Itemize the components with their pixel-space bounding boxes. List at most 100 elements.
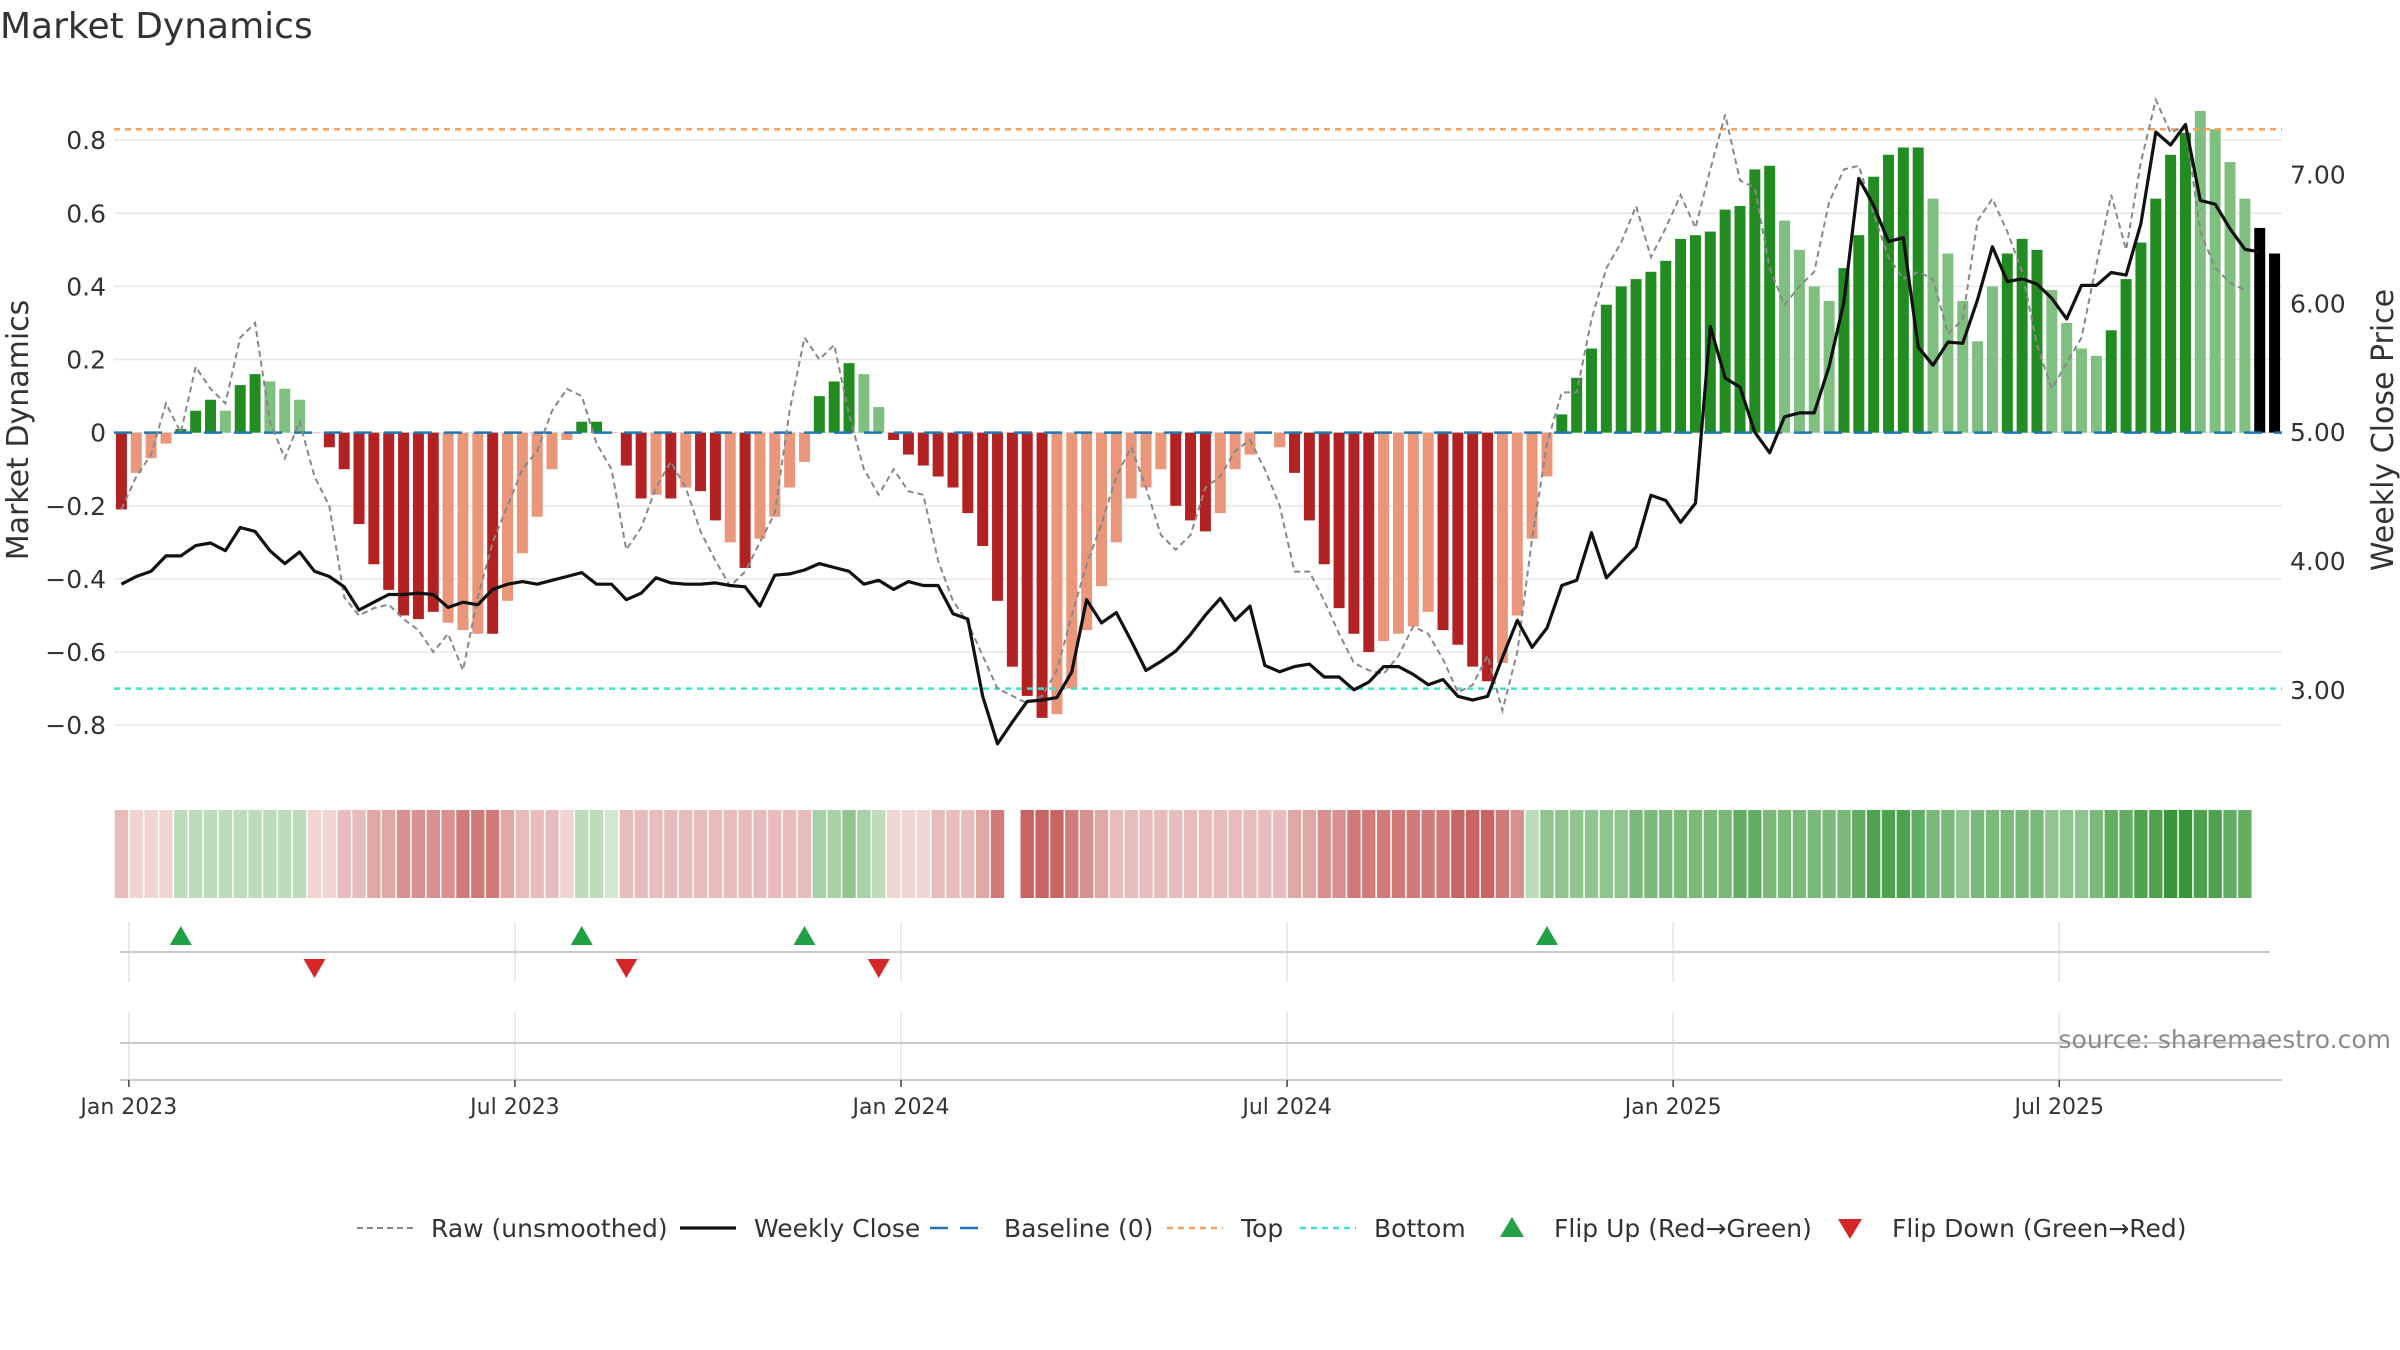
strip-cell: [411, 810, 426, 898]
bar: [2061, 322, 2073, 433]
strip-cell: [1139, 810, 1153, 898]
bar: [754, 432, 766, 539]
strip-cell: [1673, 810, 1688, 898]
bar: [1541, 432, 1553, 477]
strip-cell: [1584, 810, 1599, 898]
strip-cell: [1243, 810, 1257, 898]
strip-cell: [2178, 810, 2193, 898]
strip-cell: [1213, 810, 1227, 898]
strip-cell: [174, 810, 188, 898]
strip-cell: [768, 810, 782, 898]
strip-cell: [575, 810, 589, 898]
bar: [1348, 432, 1360, 634]
strip-cell: [1109, 810, 1124, 898]
strip-cell: [2000, 810, 2014, 898]
bar: [1392, 432, 1404, 634]
flip-up-marker: [793, 926, 816, 945]
bar: [635, 432, 647, 499]
bar: [2120, 279, 2132, 433]
bar: [798, 432, 810, 462]
strip-cell: [144, 810, 158, 898]
strip-cell: [1703, 810, 1717, 898]
bar: [1600, 304, 1612, 433]
strip-cell: [1866, 810, 1881, 898]
strip-cell: [1599, 810, 1614, 898]
strip-cell: [337, 810, 351, 898]
bar: [1185, 432, 1197, 521]
strip-cell: [2119, 810, 2133, 898]
strip-cell: [307, 810, 322, 898]
strip-cell: [233, 810, 247, 898]
bar: [695, 432, 707, 492]
bar: [1808, 286, 1820, 433]
strip-cell: [1154, 810, 1168, 898]
legend-label: Flip Up (Red→Green): [1554, 1214, 1812, 1243]
bar: [1289, 432, 1301, 473]
bar: [1882, 154, 1894, 433]
bar: [1868, 176, 1880, 433]
strip-cell: [2074, 810, 2089, 898]
bar: [2224, 162, 2236, 433]
bar: [2209, 129, 2221, 433]
strip-cell: [1718, 810, 1732, 898]
strip-cell: [2163, 810, 2178, 898]
x-tick-label: Jan 2023: [78, 1095, 177, 1120]
bar: [992, 432, 1004, 601]
flip-down-marker: [303, 959, 326, 978]
strip-cell: [1911, 810, 1925, 898]
x-tick-label: Jul 2023: [468, 1095, 560, 1120]
strip-cell: [738, 810, 752, 898]
bar: [784, 432, 796, 488]
bar: [769, 432, 781, 517]
bar: [2165, 154, 2177, 433]
bar: [2090, 355, 2102, 433]
strip-cell: [2223, 810, 2237, 898]
bar: [190, 410, 202, 433]
bar: [130, 432, 142, 473]
strip-cell: [1733, 810, 1747, 898]
strip-cell: [1985, 810, 2000, 898]
bar: [1422, 432, 1434, 612]
bar: [1734, 205, 1746, 433]
bar: [398, 432, 410, 616]
strip-cell: [1050, 810, 1064, 898]
bar: [2239, 198, 2251, 433]
strip-cell: [1896, 810, 1911, 898]
strip-cell: [1629, 810, 1643, 898]
bar: [888, 432, 900, 440]
bar: [219, 410, 231, 433]
strip-cell: [515, 810, 530, 898]
strip-cell: [2030, 810, 2044, 898]
strip-cell: [1822, 810, 1836, 898]
bar: [843, 363, 855, 433]
bar: [932, 432, 944, 477]
legend-label: Flip Down (Green→Red): [1892, 1214, 2187, 1243]
strip-cell: [1777, 810, 1792, 898]
y-tick-label: −0.2: [45, 492, 106, 521]
bar: [1986, 286, 1998, 433]
strip-cell: [634, 810, 648, 898]
bar: [115, 432, 127, 510]
bar: [2046, 290, 2058, 433]
legend-label: Raw (unsmoothed): [431, 1214, 668, 1243]
strip-cell: [114, 810, 129, 898]
strip-cell: [367, 810, 381, 898]
strip-cell: [872, 810, 886, 898]
strip-cell: [1495, 810, 1510, 898]
bar: [665, 432, 677, 499]
bar: [902, 432, 914, 455]
bar: [234, 385, 246, 433]
bar: [1571, 377, 1583, 433]
strip-cell: [2015, 810, 2029, 898]
grid-lines: [114, 139, 2282, 1085]
flip-up-marker: [570, 926, 593, 945]
regime-strip: [114, 810, 2252, 898]
strip-cell: [931, 810, 945, 898]
bar: [591, 421, 603, 433]
strip-cell: [1881, 810, 1896, 898]
strip-cell: [1406, 810, 1420, 898]
bar: [1095, 432, 1107, 587]
strip-cell: [485, 810, 500, 898]
strip-cell: [1480, 810, 1495, 898]
